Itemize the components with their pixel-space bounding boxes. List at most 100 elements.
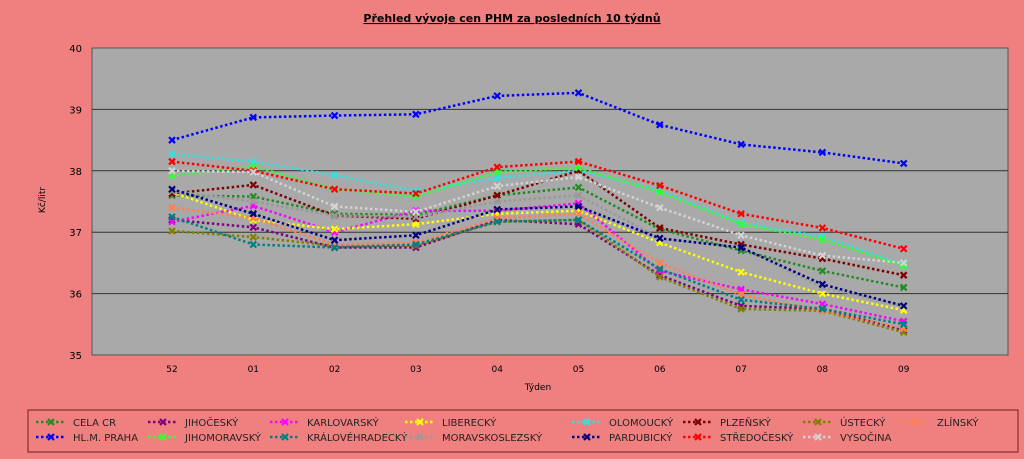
data-point — [249, 233, 258, 241]
data-point — [249, 210, 258, 218]
legend-label: KRÁLOVÉHRADECKÝ — [307, 431, 408, 444]
data-point — [281, 418, 289, 426]
legend-item: OLOMOUCKÝ — [572, 416, 674, 429]
data-point — [574, 202, 583, 211]
data-point — [737, 231, 745, 240]
x-tick-label: 07 — [735, 365, 746, 375]
legend-item: KARLOVARSKÝ — [270, 416, 380, 429]
data-point — [583, 418, 591, 426]
data-point — [899, 159, 908, 168]
legend-item: CELA CR — [36, 418, 116, 429]
legend-label: MORAVSKOSLEZSKÝ — [442, 431, 543, 444]
data-point — [899, 259, 908, 267]
data-point — [412, 110, 420, 119]
legend-label: ÚSTECKÝ — [840, 416, 886, 429]
series-line — [171, 169, 904, 265]
data-point — [493, 197, 501, 206]
legend-item: JIHOMORAVSKÝ — [148, 431, 262, 444]
data-point — [656, 259, 664, 267]
series-line — [171, 91, 904, 165]
data-point — [574, 191, 583, 200]
series-line — [171, 191, 904, 312]
x-tick-label: 01 — [248, 365, 259, 375]
data-point — [737, 243, 745, 252]
data-point — [818, 280, 827, 289]
chart-title: Přehled vývoje cen PHM za posledních 10 … — [363, 12, 660, 25]
data-point — [814, 418, 822, 426]
legend-label: PLZEŇSKÝ — [720, 416, 772, 429]
legend-label: PARDUBICKÝ — [609, 431, 673, 444]
x-tick-label: 06 — [654, 365, 666, 375]
series-line — [171, 215, 904, 326]
legend-item: KRÁLOVÉHRADECKÝ — [270, 431, 408, 444]
y-tick-label: 40 — [69, 44, 82, 55]
legend-item: ÚSTECKÝ — [803, 416, 886, 429]
data-point — [168, 185, 176, 193]
data-point — [899, 245, 908, 253]
legend-item: ZLÍNSKÝ — [900, 416, 979, 429]
data-point — [493, 217, 501, 226]
data-point — [818, 289, 827, 298]
data-point — [656, 265, 664, 273]
legend-item: PARDUBICKÝ — [572, 431, 673, 444]
x-tick-label: 08 — [817, 365, 829, 375]
data-point — [412, 240, 420, 249]
data-point — [656, 273, 664, 281]
data-point — [737, 220, 745, 228]
data-point — [330, 211, 339, 220]
data-point — [168, 157, 176, 166]
data-point — [656, 188, 664, 197]
plot-area — [91, 47, 1009, 356]
legend-label: JIHOMORAVSKÝ — [184, 431, 262, 444]
data-point — [493, 205, 501, 214]
data-point — [574, 89, 583, 97]
data-point — [694, 433, 702, 441]
data-point — [737, 140, 745, 149]
data-point — [168, 213, 176, 221]
legend-item: HL.M. PRAHA — [36, 433, 138, 444]
data-point — [249, 223, 258, 232]
series-karlovarsk- — [168, 199, 908, 326]
legend-item: PLZEŇSKÝ — [683, 416, 772, 429]
data-point — [412, 189, 420, 198]
legend-item: LIBERECKÝ — [405, 416, 497, 429]
series-line — [171, 202, 904, 323]
data-point — [159, 433, 167, 441]
y-tick-label: 36 — [69, 290, 82, 301]
legend-label: KARLOVARSKÝ — [307, 416, 380, 429]
data-point — [899, 283, 908, 292]
data-point — [574, 210, 583, 218]
data-point — [737, 295, 745, 304]
data-point — [737, 268, 745, 276]
data-point — [330, 243, 339, 252]
data-point — [814, 433, 822, 441]
data-point — [574, 173, 583, 181]
data-point — [737, 210, 745, 218]
legend-box — [27, 409, 1019, 453]
data-point — [583, 433, 591, 441]
series-line — [171, 218, 905, 334]
legend-item: STŘEDOČESKÝ — [683, 431, 794, 444]
legend-label: LIBERECKÝ — [442, 416, 497, 429]
data-point — [249, 181, 258, 189]
data-point — [249, 240, 258, 249]
data-point — [330, 236, 339, 244]
data-point — [249, 216, 258, 224]
data-point — [818, 148, 827, 157]
data-point — [574, 163, 583, 172]
data-point — [493, 92, 501, 100]
data-point — [416, 433, 424, 441]
series-kr-lov-hradeck- — [168, 213, 908, 329]
data-point — [493, 182, 501, 190]
y-tick-label: 38 — [69, 167, 82, 178]
data-point — [574, 216, 583, 224]
data-point — [416, 418, 424, 426]
data-point — [47, 418, 55, 426]
data-point — [249, 197, 258, 206]
data-point — [330, 111, 339, 120]
data-point — [818, 224, 827, 232]
data-point — [656, 224, 664, 232]
x-tick-label: 02 — [329, 365, 340, 375]
